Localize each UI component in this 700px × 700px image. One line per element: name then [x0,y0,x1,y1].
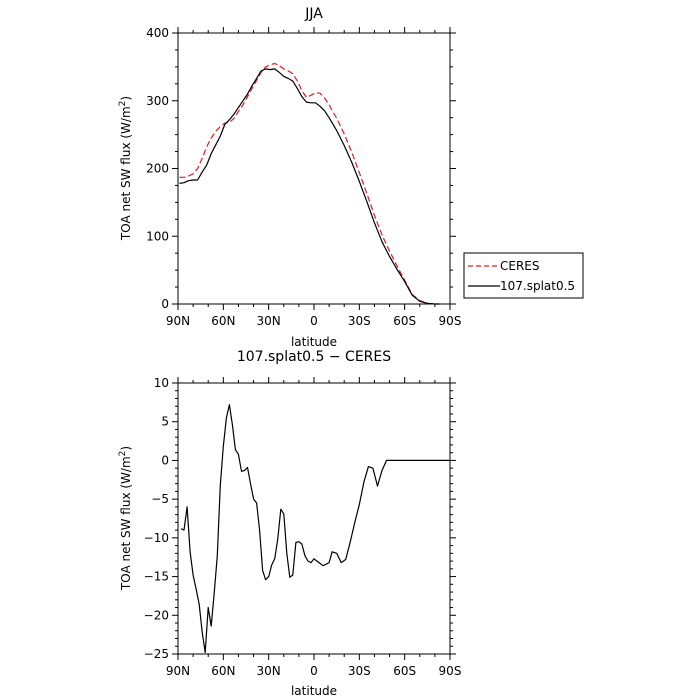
top-chart-y-axis: 0 100 200 300 400 [146,26,456,311]
y-tick-label: −25 [144,647,169,661]
bottom-chart-panel: 107.splat0.5 − CERES −25−20−15−10−50510 … [118,349,461,698]
y-tick-label: −20 [144,608,169,622]
y-tick-label: −5 [151,492,169,506]
y-tick-label: 300 [146,94,169,108]
bottom-chart-y-axis: −25 −20 −15 −10 −5 0 5 10 [144,376,456,661]
bottom-chart-x-axis-label: latitude [291,684,337,698]
series-line-107-splat0-5 [179,68,440,305]
top-chart-plot-frame [177,32,451,305]
x-tick-label: 90S [439,664,462,678]
y-tick-label: 0 [161,297,169,311]
x-tick-label: 30N [257,314,281,328]
top-chart-panel: JJA 0 100 200 300 400 90N 60N 30N 0 30S 60S 90S la… [118,6,584,349]
top-chart-y-axis-label: TOA net SW flux (W/m2) [118,96,133,241]
x-tick-label: 0 [310,314,318,328]
top-chart-x-axis: 90N 60N 30N 0 30S 60S 90S [166,27,462,328]
x-tick-label: 90S [439,314,462,328]
y-tick-label: 10 [154,376,169,390]
y-tick-label: 5 [161,415,169,429]
x-tick-label: 30S [348,314,371,328]
top-chart-x-axis-label: latitude [291,335,337,349]
y-tick-label: 100 [146,229,169,243]
bottom-chart-x-axis: 90N 60N 30N 0 30S 60S 90S [166,377,462,678]
x-tick-label: 90N [166,664,190,678]
top-chart-legend: CERES 107.splat0.5 [463,252,584,299]
x-tick-label: 90N [166,314,190,328]
y-tick-label: −15 [144,570,169,584]
x-tick-label: 60S [393,664,416,678]
bottom-chart-title: 107.splat0.5 − CERES [237,349,391,365]
x-tick-label: 60N [211,314,235,328]
bottom-chart-y-axis-label: TOA net SW flux (W/m2) [118,446,133,591]
bottom-chart-series [180,404,450,654]
legend-label-ceres: CERES [500,259,540,273]
x-tick-label: 60S [393,314,416,328]
legend-label-model: 107.splat0.5 [500,279,575,293]
x-tick-label: 60N [211,664,235,678]
y-tick-label: 400 [146,26,169,40]
x-tick-label: 30N [257,664,281,678]
x-tick-label: 0 [310,664,318,678]
y-tick-label: −10 [144,531,169,545]
series-line-ceres [179,62,440,305]
top-chart-series [179,62,440,305]
x-tick-label: 30S [348,664,371,678]
y-tick-label: 0 [161,453,169,467]
top-chart-title: JJA [304,6,323,22]
legend-frame [463,252,584,299]
y-tick-label: 200 [146,162,169,176]
series-line-difference [180,404,450,654]
